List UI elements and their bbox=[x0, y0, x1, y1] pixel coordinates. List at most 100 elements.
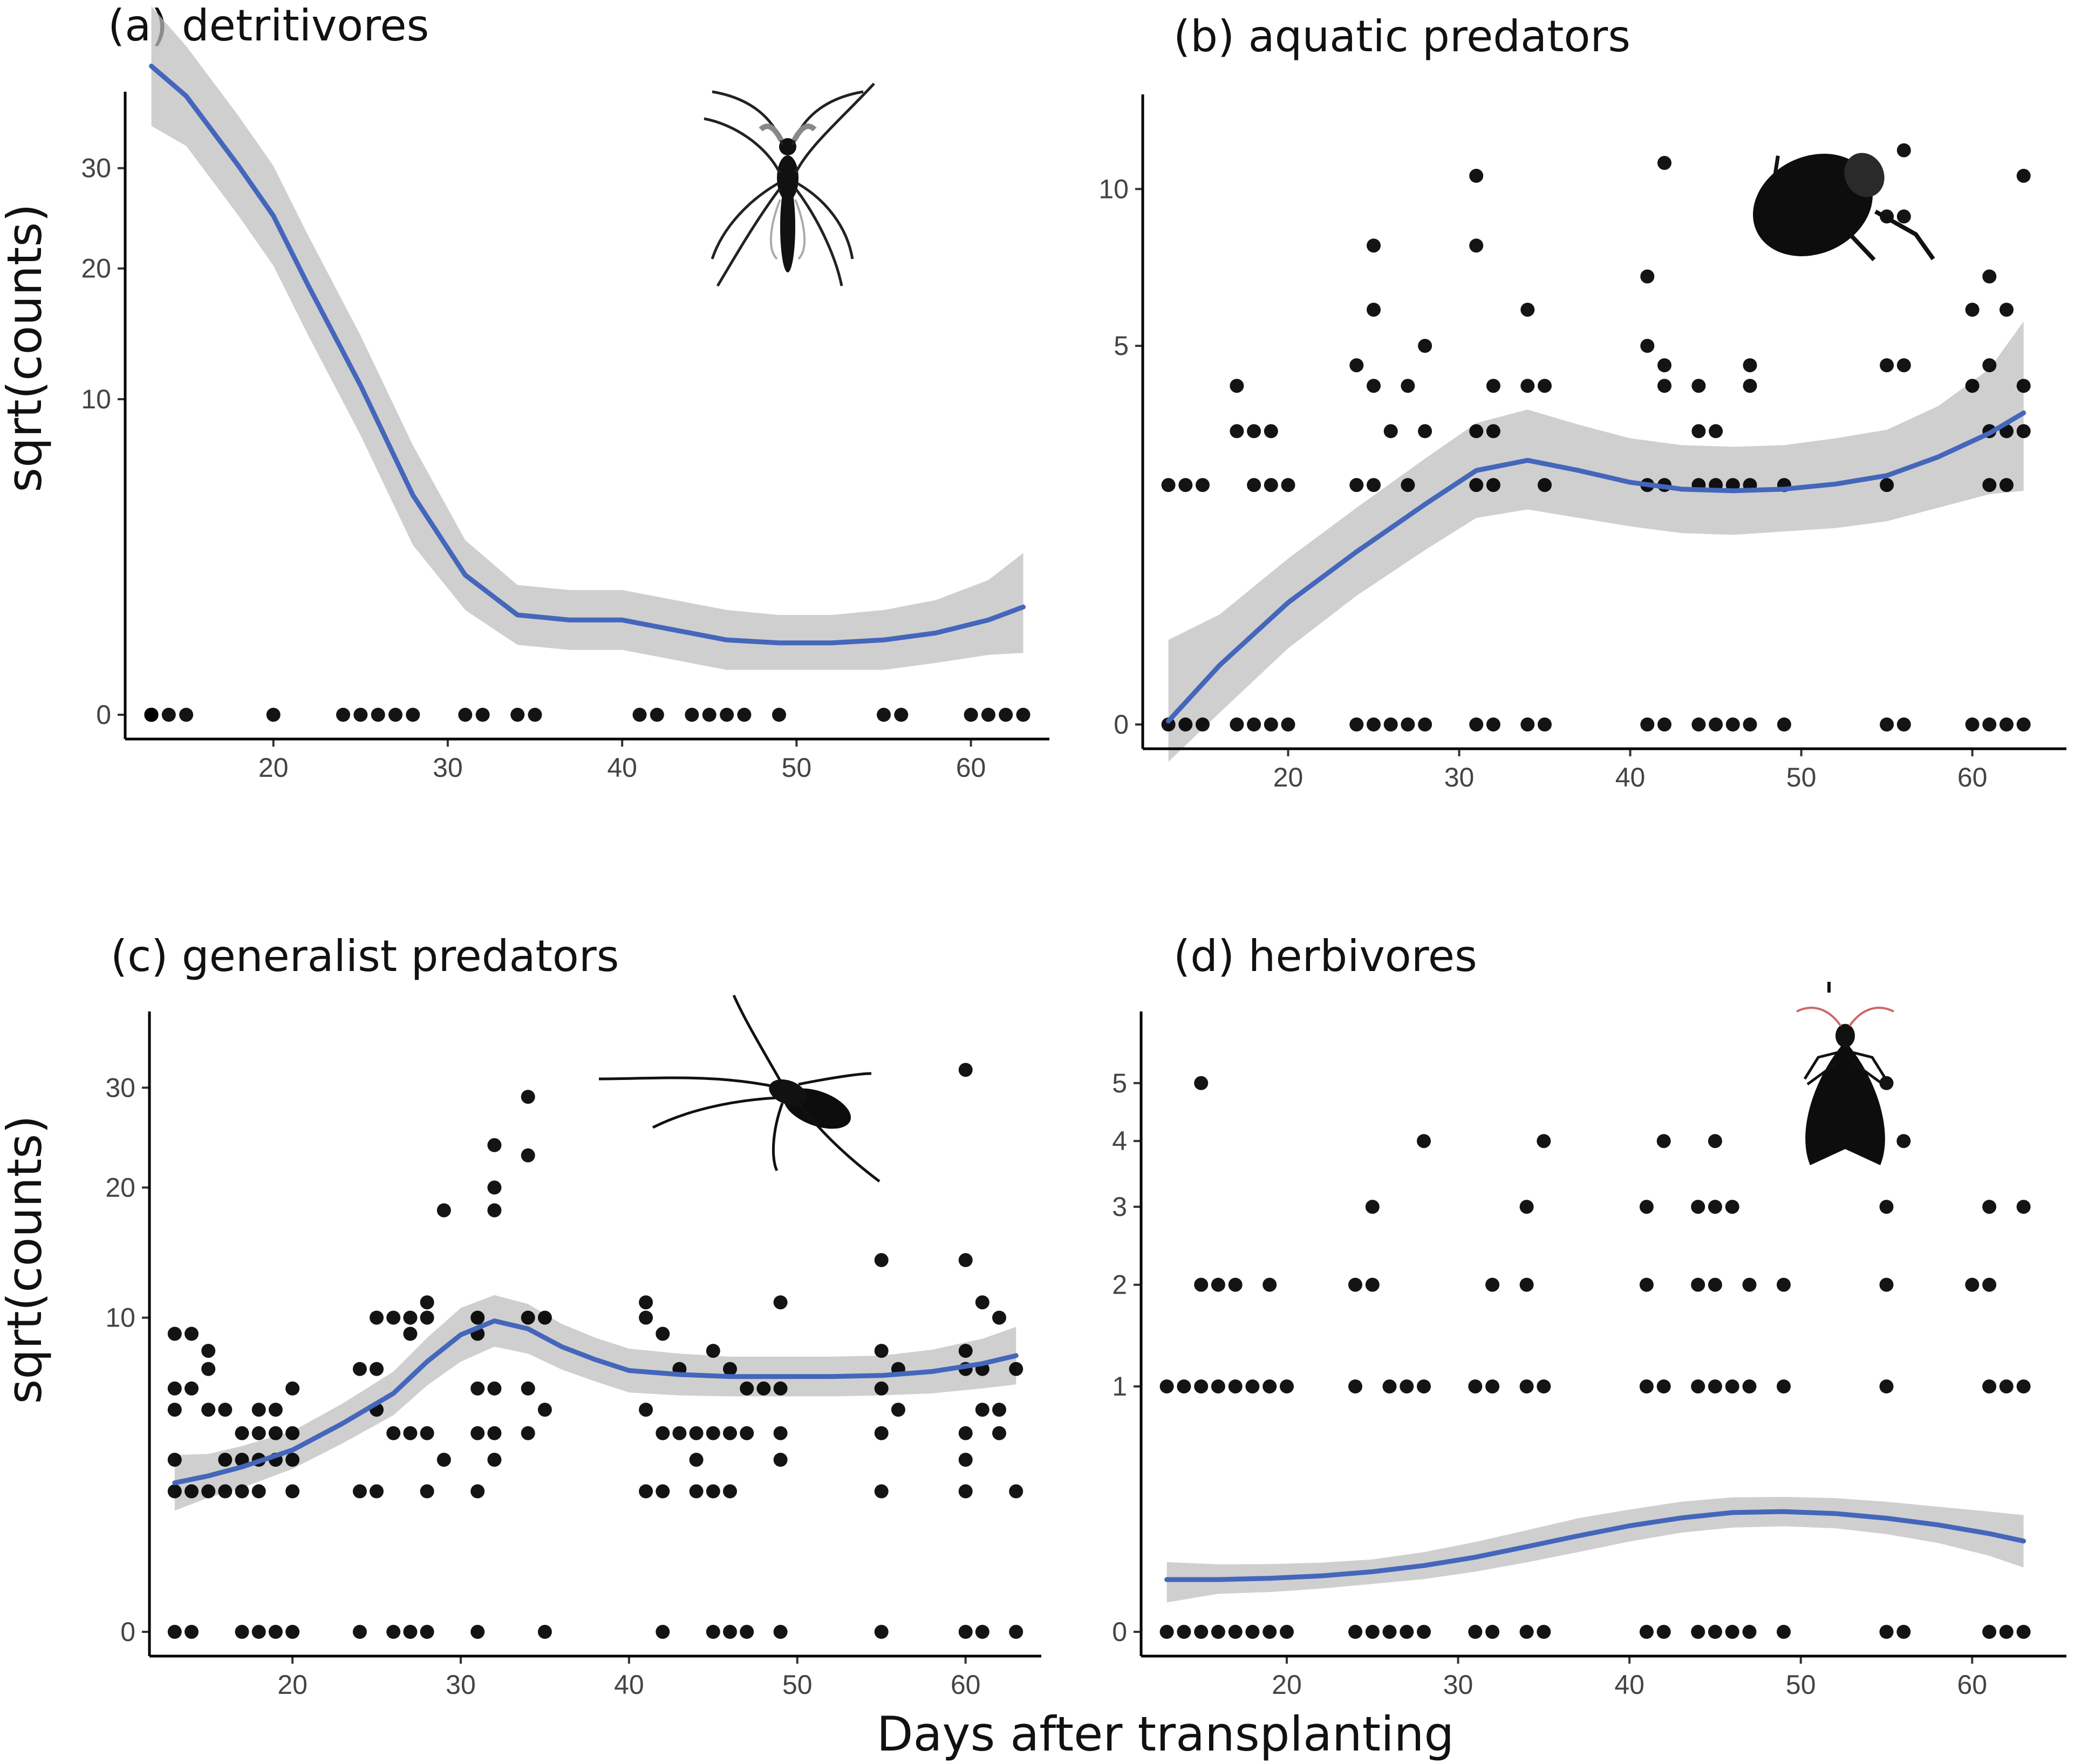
panel-c-point bbox=[285, 1625, 300, 1639]
panel-b-smooth-line bbox=[1166, 410, 2026, 724]
panel-c-point bbox=[386, 1625, 401, 1639]
panel-c-point bbox=[958, 1453, 973, 1467]
panel-c-points bbox=[167, 1063, 1023, 1639]
panel-b-point bbox=[1538, 478, 1552, 493]
panel-c-point bbox=[740, 1625, 754, 1639]
panel-d-point bbox=[1742, 1277, 1757, 1292]
panel-d-point bbox=[1400, 1625, 1414, 1639]
panel-b-point bbox=[1196, 478, 1210, 493]
panel-b-point bbox=[2016, 379, 2031, 393]
panel-b-point bbox=[1161, 478, 1176, 493]
panel-d-point bbox=[1348, 1379, 1362, 1394]
panel-c-point bbox=[1009, 1484, 1023, 1499]
panel-b-point bbox=[1230, 379, 1244, 393]
panel-c-point bbox=[639, 1403, 653, 1417]
panel-d-point bbox=[1725, 1379, 1739, 1394]
panel-c-point bbox=[470, 1625, 485, 1639]
panel-c-point bbox=[521, 1090, 535, 1104]
panel-b-point bbox=[1657, 156, 1671, 170]
panel-d-point bbox=[1519, 1200, 1534, 1214]
panel-d-point bbox=[1708, 1277, 1722, 1292]
panel-b-point bbox=[1982, 358, 1997, 373]
panel-d-point bbox=[1777, 1379, 1791, 1394]
panel-b-point bbox=[1691, 379, 1706, 393]
panel-b-confidence-band bbox=[1168, 321, 2024, 762]
panel-c-point bbox=[874, 1253, 889, 1267]
panel-c-point bbox=[285, 1453, 300, 1467]
panel-c-point bbox=[185, 1484, 199, 1499]
panel-d-point bbox=[1485, 1277, 1500, 1292]
panel-a-y-tick-label: 30 bbox=[81, 153, 111, 183]
panel-c-point bbox=[420, 1484, 434, 1499]
panel-d-point bbox=[1400, 1379, 1414, 1394]
panel-b-point bbox=[1691, 717, 1706, 731]
panel-b-x-tick-label: 20 bbox=[1273, 762, 1304, 792]
panel-c-point bbox=[251, 1426, 266, 1440]
panel-d-x-tick-label: 30 bbox=[1443, 1670, 1473, 1700]
panel-c-point bbox=[403, 1310, 418, 1325]
panel-c-point bbox=[773, 1295, 788, 1310]
panel-c-point bbox=[992, 1403, 1006, 1417]
panel-a-y-tick-label: 20 bbox=[81, 254, 111, 284]
panel-b-x-tick-label: 60 bbox=[1957, 762, 1988, 792]
panel-c-point bbox=[420, 1426, 434, 1440]
panel-c-y-tick-label: 30 bbox=[105, 1072, 135, 1103]
panel-b-point bbox=[1349, 717, 1364, 731]
panel-a-y-ticks: 0 10 20 30 bbox=[81, 153, 125, 730]
panel-d-x-ticks: 20 30 40 50 60 bbox=[1272, 1656, 1987, 1700]
panel-b-point bbox=[2016, 717, 2031, 731]
panel-a-x-tick-label: 30 bbox=[433, 753, 463, 783]
panel-d-point bbox=[1896, 1134, 1911, 1148]
panel-c-point bbox=[706, 1484, 720, 1499]
panel-a-point bbox=[336, 708, 350, 722]
panel-c-point bbox=[403, 1625, 418, 1639]
panel-b-point bbox=[1965, 303, 1980, 317]
panel-c-point bbox=[218, 1453, 233, 1467]
panel-c-point bbox=[958, 1625, 973, 1639]
panel-a-smooth-line bbox=[149, 64, 1026, 646]
panel-d-point bbox=[1228, 1379, 1243, 1394]
panel-b-point bbox=[1401, 478, 1415, 493]
panel-b: (b) aquatic predators 20 30 40 50 60 0 5 10 bbox=[1098, 11, 2066, 792]
panel-b-point bbox=[1880, 358, 1894, 373]
panel-b-point bbox=[1178, 478, 1193, 493]
panel-a-point bbox=[528, 708, 542, 722]
panel-c-x-tick-label: 50 bbox=[782, 1670, 813, 1700]
panel-c-point bbox=[992, 1426, 1006, 1440]
panel-d-point bbox=[2016, 1200, 2031, 1214]
panel-b-point bbox=[1418, 717, 1432, 731]
panel-d-point bbox=[1999, 1379, 2014, 1394]
panel-d-point bbox=[1537, 1625, 1551, 1639]
panel-c-point bbox=[470, 1381, 485, 1396]
panel-b-y-tick-label: 5 bbox=[1114, 331, 1129, 361]
panel-c-point bbox=[958, 1426, 973, 1440]
panel-d-title: (d) herbivores bbox=[1173, 931, 1477, 981]
panel-a-point bbox=[161, 708, 176, 722]
panel-a-point bbox=[964, 708, 978, 722]
panel-d-point bbox=[1263, 1379, 1277, 1394]
panel-b-point bbox=[1640, 269, 1655, 284]
panel-c-point bbox=[874, 1381, 889, 1396]
panel-d-y-tick-label: 5 bbox=[1112, 1068, 1127, 1098]
panel-c-point bbox=[1009, 1625, 1023, 1639]
panel-c-point bbox=[975, 1403, 990, 1417]
panel-c-point bbox=[386, 1310, 401, 1325]
panel-c-point bbox=[218, 1403, 233, 1417]
panel-b-point bbox=[1230, 424, 1244, 439]
panel-b-point bbox=[1896, 717, 1911, 731]
panel-b-point bbox=[1367, 478, 1381, 493]
panel-c-point bbox=[1009, 1362, 1023, 1376]
panel-b-point bbox=[1896, 209, 1911, 224]
panel-c-point bbox=[487, 1203, 502, 1218]
panel-c-point bbox=[656, 1484, 670, 1499]
panel-d: (d) herbivores 20 30 40 50 60 0 1 2 3 4 5 bbox=[1112, 931, 2066, 1700]
panel-c-point bbox=[487, 1138, 502, 1152]
panel-c-point bbox=[235, 1484, 249, 1499]
panel-b-point bbox=[1161, 717, 1176, 731]
panel-a-point bbox=[353, 708, 368, 722]
panel-b-point bbox=[2000, 478, 2014, 493]
panel-d-point bbox=[1519, 1625, 1534, 1639]
panel-d-point bbox=[1691, 1625, 1705, 1639]
panel-b-point bbox=[1247, 717, 1261, 731]
